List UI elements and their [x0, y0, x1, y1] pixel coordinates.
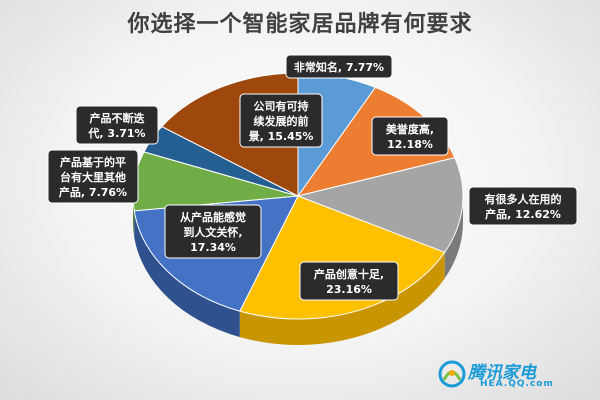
callout-3: 产品创意十足, 23.16%: [299, 261, 399, 301]
chart-title: 你选择一个智能家居品牌有何要求: [127, 11, 473, 37]
pie-side-3: [239, 252, 445, 345]
callout-0: 非常知名, 7.77%: [285, 54, 393, 79]
callout-label: 美誉度高,: [386, 122, 434, 136]
callout-label: 产品, 12.62%: [485, 207, 561, 221]
callout-box: [285, 54, 393, 79]
callout-box: [468, 186, 578, 226]
callout-box: [75, 105, 159, 145]
callout-box: [371, 116, 449, 156]
callout-label: 12.18%: [387, 138, 433, 151]
callout-label: 产品创意十足,: [314, 267, 384, 281]
watermark-brand: 腾讯家电: [468, 363, 536, 383]
callout-label: 23.16%: [326, 283, 372, 296]
callout-label: 产品不断迭: [90, 111, 145, 125]
callout-label: 有很多人在用的: [485, 192, 562, 206]
callout-label: 非常知名, 7.77%: [294, 60, 384, 74]
callout-box: [47, 149, 139, 204]
callout-box: [299, 261, 399, 301]
callout-label: 产品基于的平: [60, 155, 126, 169]
callout-label: 续发展的前: [254, 114, 309, 128]
callout-label: 从产品能感觉: [180, 210, 246, 224]
callout-box: [164, 204, 262, 259]
callout-1: 美誉度高, 12.18%: [371, 116, 449, 156]
callout-label: 17.34%: [190, 241, 236, 254]
callout-label: 代, 3.71%: [87, 126, 145, 140]
pie-slice-2: [296, 157, 464, 253]
callout-label: 到人文关怀,: [183, 225, 242, 239]
callout-label: 景, 15.45%: [248, 130, 314, 143]
watermark: 腾讯家电 HEA.QQ.com: [438, 358, 588, 392]
watermark-sub: HEA.QQ.com: [480, 379, 554, 389]
callout-label: 台有大里其他: [60, 170, 126, 184]
callout-box: [239, 93, 323, 148]
callout-label: 产品, 7.76%: [59, 185, 127, 199]
pie-side-4: [134, 210, 240, 338]
qq-logo-icon: [438, 360, 466, 388]
callout-label: 公司有可持: [254, 99, 309, 113]
